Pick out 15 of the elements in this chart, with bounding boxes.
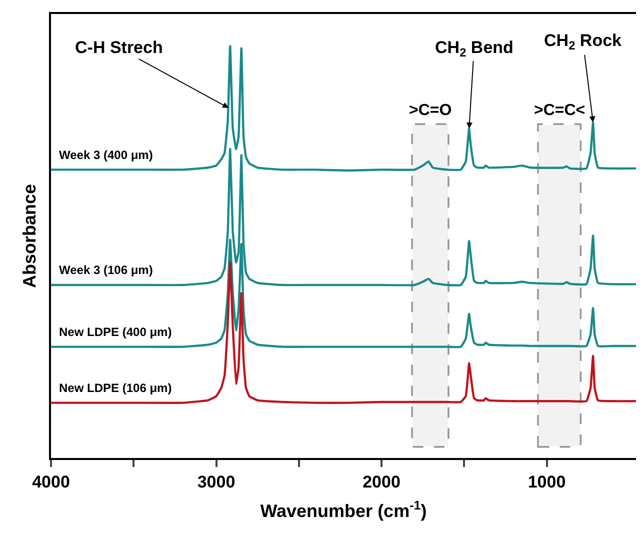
band-label: >C=C< — [534, 102, 586, 119]
series-label: New LDPE (400 μm) — [59, 325, 172, 339]
annotation: CH$_{2}$ Rock — [544, 31, 622, 53]
annotation: C-H Strech — [75, 38, 163, 57]
x-tick-label: 3000 — [197, 472, 236, 492]
series-label: Week 3 (106 μm) — [59, 263, 153, 277]
series-label: Week 3 (400 μm) — [59, 148, 153, 162]
annotation: CH$_{2}$ Bend — [435, 38, 514, 60]
x-axis-title: Wavenumber (cm$^{-1}$) — [260, 498, 427, 521]
band-label: >C=O — [409, 102, 452, 119]
series-label: New LDPE (106 μm) — [59, 381, 172, 395]
x-tick-label: 4000 — [32, 472, 70, 492]
x-tick-label: 1000 — [528, 472, 566, 492]
x-tick-label: 2000 — [362, 472, 400, 492]
y-axis-title: Absorbance — [20, 184, 40, 288]
